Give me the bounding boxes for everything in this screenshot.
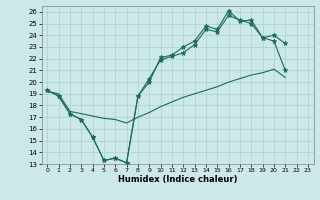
X-axis label: Humidex (Indice chaleur): Humidex (Indice chaleur) xyxy=(118,175,237,184)
